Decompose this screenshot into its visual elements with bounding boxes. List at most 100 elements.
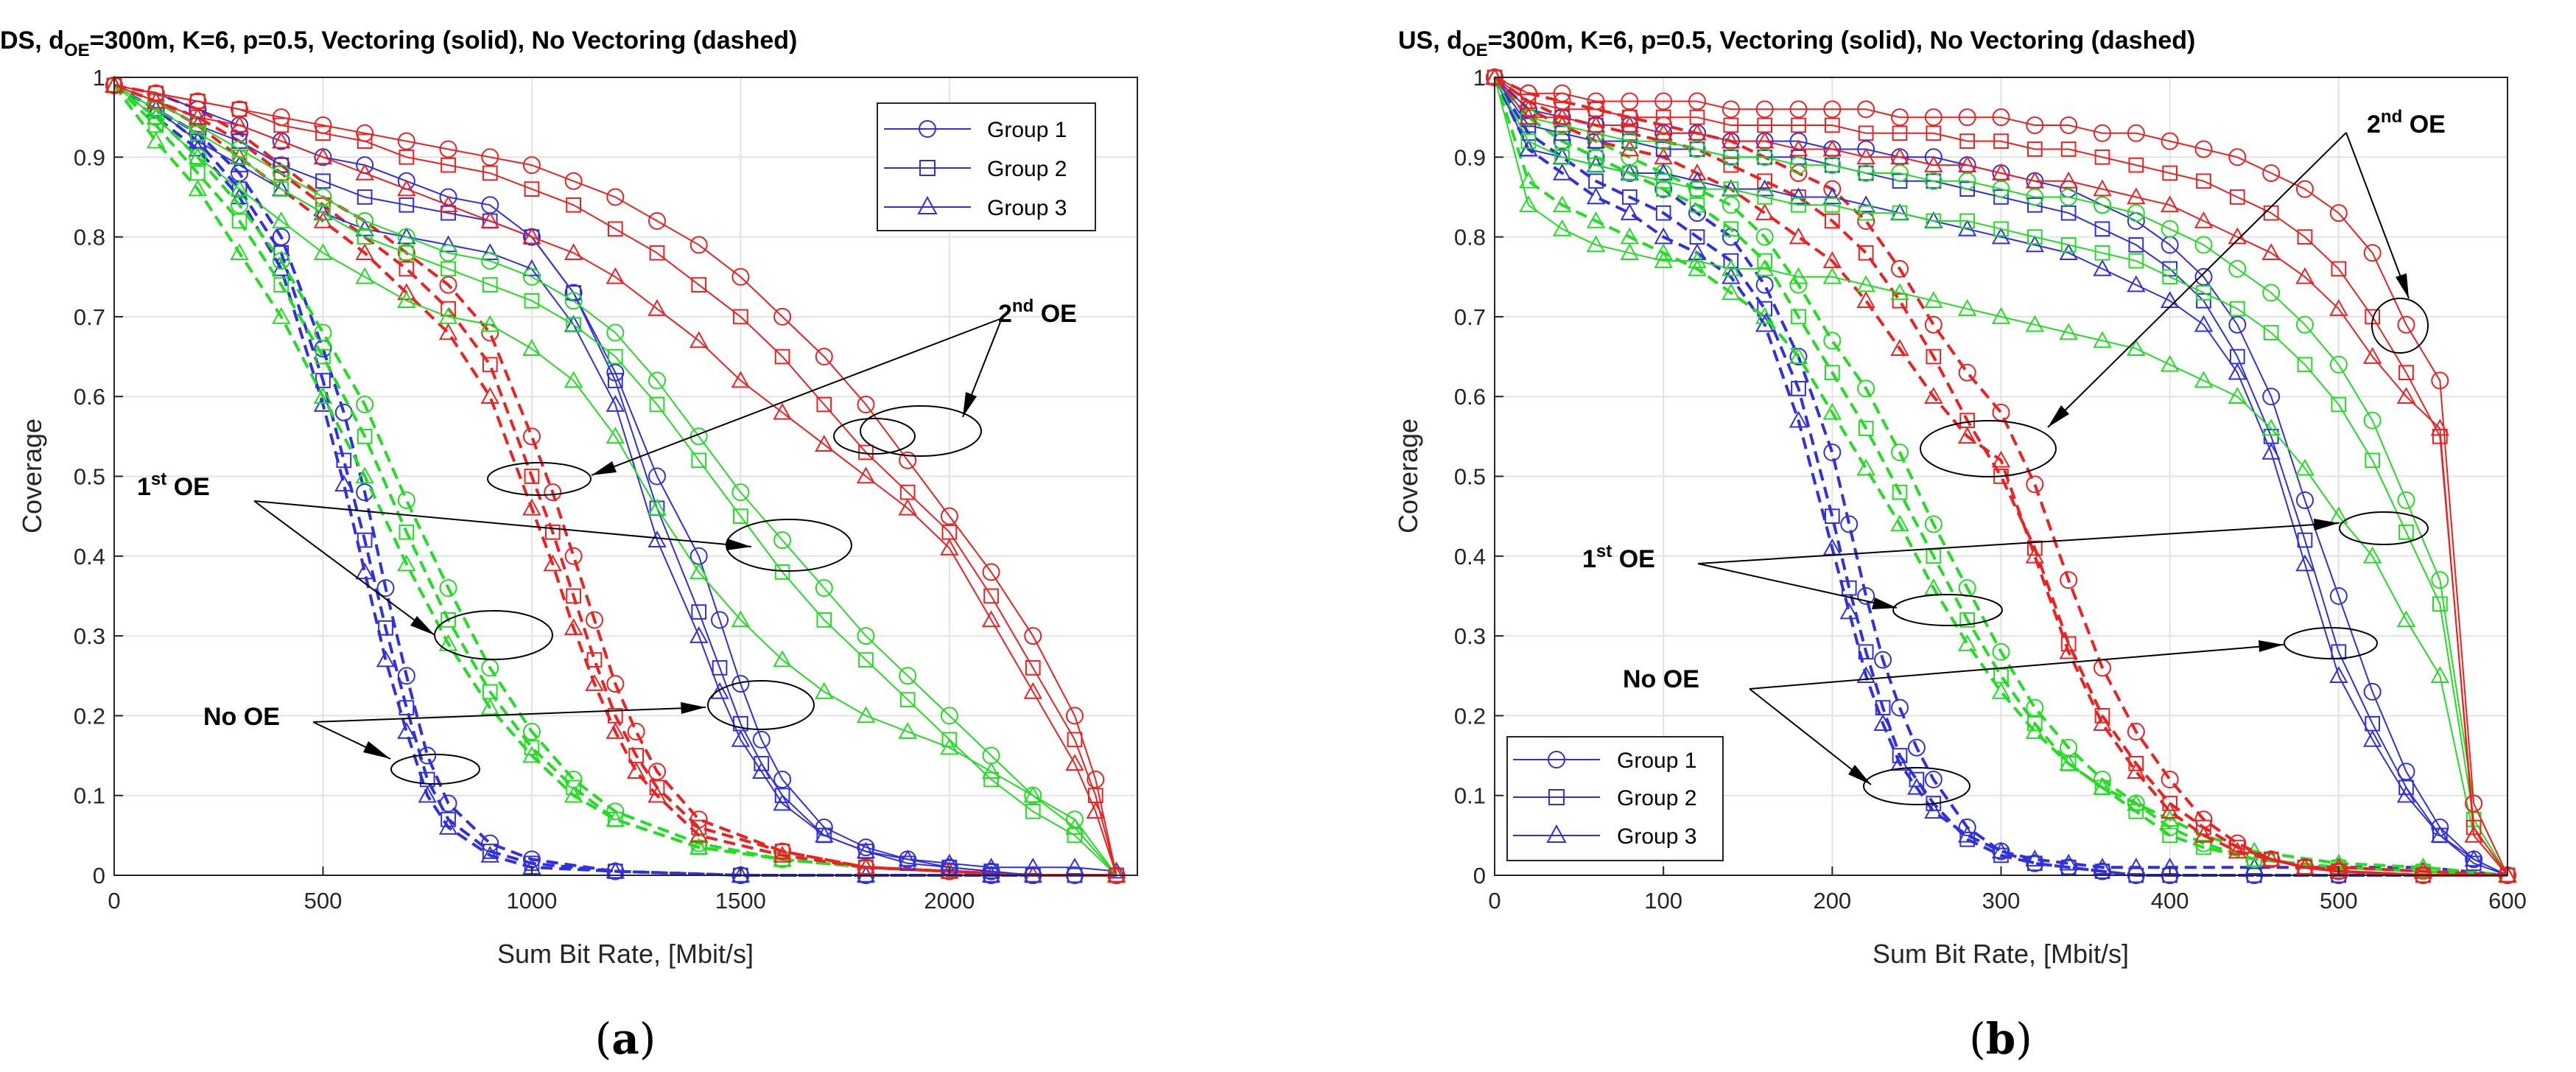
data-point bbox=[480, 243, 499, 261]
data-point bbox=[2160, 354, 2180, 372]
annotation-ellipse bbox=[2339, 511, 2429, 545]
arrowhead bbox=[963, 392, 977, 417]
data-point bbox=[2295, 267, 2314, 284]
data-point bbox=[2362, 729, 2382, 747]
data-point bbox=[856, 858, 876, 875]
data-point bbox=[2362, 546, 2382, 564]
data-point bbox=[543, 554, 562, 572]
data-point bbox=[231, 196, 249, 214]
data-point bbox=[2127, 187, 2146, 205]
data-point bbox=[2194, 211, 2214, 228]
annotation-ellipse bbox=[833, 418, 916, 455]
data-point bbox=[940, 538, 959, 556]
data-point bbox=[2127, 794, 2146, 811]
data-point bbox=[1552, 163, 1572, 181]
data-point bbox=[1067, 732, 1083, 748]
y-tick-label: 0.5 bbox=[1454, 464, 1486, 490]
data-point bbox=[522, 339, 541, 357]
series-line bbox=[1494, 76, 2507, 877]
data-point bbox=[689, 825, 709, 843]
data-point bbox=[564, 371, 583, 388]
data-point bbox=[1959, 181, 1976, 197]
data-point bbox=[941, 732, 958, 748]
series-layer bbox=[105, 75, 1126, 884]
data-point bbox=[482, 277, 498, 292]
x-tick-label: 200 bbox=[1813, 888, 1851, 914]
data-point bbox=[439, 579, 457, 598]
data-point bbox=[1892, 292, 1908, 309]
data-point bbox=[1924, 172, 1942, 190]
series-1st-oe-group-2-vectoring bbox=[1487, 69, 2516, 883]
series-2nd-oe-group-3-vectoring bbox=[105, 75, 1126, 883]
data-point bbox=[1856, 275, 1875, 292]
data-point bbox=[1688, 171, 1707, 189]
data-point bbox=[731, 371, 751, 388]
data-point bbox=[2093, 777, 2112, 795]
data-point bbox=[146, 91, 166, 109]
data-point bbox=[2413, 858, 2433, 875]
data-point bbox=[2228, 387, 2247, 404]
series-line bbox=[1493, 77, 2508, 877]
data-point bbox=[1824, 508, 1840, 524]
data-point bbox=[1891, 108, 1909, 127]
data-point bbox=[315, 205, 331, 221]
y-tick-label: 0.9 bbox=[74, 144, 105, 170]
data-point bbox=[1858, 245, 1874, 261]
data-point bbox=[1992, 108, 2010, 127]
data-point bbox=[522, 427, 541, 446]
data-point bbox=[1552, 219, 1572, 237]
data-point bbox=[2262, 388, 2281, 406]
y-tick-label: 0.3 bbox=[1454, 623, 1486, 649]
data-point bbox=[1907, 777, 1926, 795]
data-point bbox=[2025, 315, 2045, 332]
data-point bbox=[566, 285, 581, 301]
annotation-arrow bbox=[1697, 563, 1898, 609]
data-point bbox=[1856, 291, 1875, 309]
x-tick-label: 100 bbox=[1644, 888, 1682, 914]
data-point bbox=[1586, 235, 1606, 253]
data-point bbox=[1755, 179, 1775, 197]
data-point bbox=[482, 165, 498, 181]
legend-label-group-1: Group 1 bbox=[1617, 749, 1696, 773]
data-point bbox=[649, 396, 665, 413]
data-point bbox=[2329, 666, 2348, 684]
x-tick-label: 0 bbox=[108, 888, 120, 914]
data-point bbox=[2430, 418, 2450, 436]
data-point bbox=[315, 348, 331, 365]
data-point bbox=[752, 762, 771, 780]
data-point bbox=[438, 235, 458, 253]
data-point bbox=[2295, 858, 2314, 875]
data-point bbox=[480, 387, 499, 404]
y-tick-label: 0.1 bbox=[74, 783, 105, 809]
data-point bbox=[2094, 124, 2111, 142]
data-point bbox=[2128, 237, 2144, 253]
data-point bbox=[1958, 108, 1976, 127]
data-point bbox=[2397, 315, 2415, 334]
annotation-ellipse bbox=[2284, 627, 2378, 659]
data-point bbox=[1588, 133, 1604, 149]
data-point bbox=[983, 588, 999, 604]
data-point bbox=[1857, 164, 1875, 182]
data-point bbox=[689, 838, 709, 855]
data-point bbox=[1992, 180, 2010, 198]
data-point bbox=[585, 611, 603, 629]
data-point bbox=[564, 618, 583, 636]
data-point bbox=[2093, 714, 2112, 732]
data-point bbox=[231, 133, 248, 149]
data-point bbox=[1723, 181, 1739, 197]
data-point bbox=[1823, 156, 1842, 175]
data-point bbox=[188, 108, 208, 125]
data-point bbox=[689, 331, 709, 348]
y-tick-label: 0 bbox=[1473, 863, 1486, 889]
data-point bbox=[712, 660, 728, 676]
data-point bbox=[378, 620, 393, 636]
data-point bbox=[1958, 172, 1976, 190]
data-point bbox=[2093, 259, 2112, 276]
data-point bbox=[1621, 165, 1638, 181]
data-point bbox=[1891, 698, 1909, 717]
data-point bbox=[607, 221, 623, 237]
data-point bbox=[2094, 149, 2110, 165]
data-point bbox=[1722, 259, 1741, 276]
data-point bbox=[438, 323, 458, 340]
data-point bbox=[1873, 714, 1892, 732]
